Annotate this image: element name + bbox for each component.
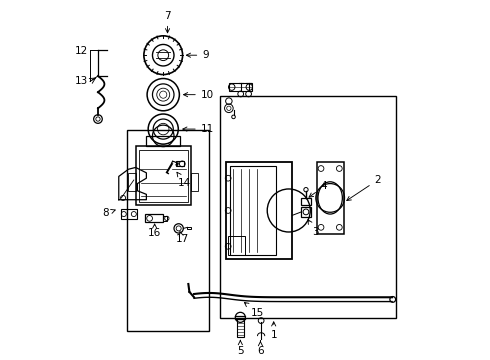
Text: 10: 10 <box>184 90 214 100</box>
Text: 15: 15 <box>245 302 264 318</box>
Bar <box>301 198 311 205</box>
Text: 7: 7 <box>164 11 171 33</box>
Bar <box>220 96 395 318</box>
Bar <box>122 209 137 220</box>
Bar <box>147 136 180 146</box>
Text: 13: 13 <box>75 76 89 86</box>
Text: 1: 1 <box>270 322 277 340</box>
Text: 4: 4 <box>309 181 327 197</box>
Text: 9: 9 <box>186 50 209 60</box>
Bar <box>226 162 293 259</box>
Bar <box>187 226 191 229</box>
Bar <box>126 130 209 330</box>
Bar <box>237 319 244 337</box>
Bar <box>301 207 311 217</box>
Bar <box>163 216 167 221</box>
Text: 14: 14 <box>177 172 192 188</box>
Bar <box>146 215 163 222</box>
Bar <box>176 161 184 166</box>
Bar <box>191 173 198 191</box>
Bar <box>230 166 276 255</box>
Text: 17: 17 <box>175 231 189 244</box>
Text: 3: 3 <box>308 220 319 237</box>
Text: 11: 11 <box>183 124 214 134</box>
Text: 6: 6 <box>257 341 264 356</box>
Text: 5: 5 <box>237 341 244 356</box>
Bar <box>228 235 245 255</box>
Bar <box>229 83 252 91</box>
Bar <box>317 162 343 234</box>
Bar <box>128 173 136 191</box>
Text: 12: 12 <box>75 46 89 56</box>
Text: 16: 16 <box>148 224 161 238</box>
Text: 2: 2 <box>347 175 381 201</box>
Text: 8: 8 <box>102 208 115 219</box>
Bar <box>139 149 188 202</box>
Bar <box>136 146 191 205</box>
